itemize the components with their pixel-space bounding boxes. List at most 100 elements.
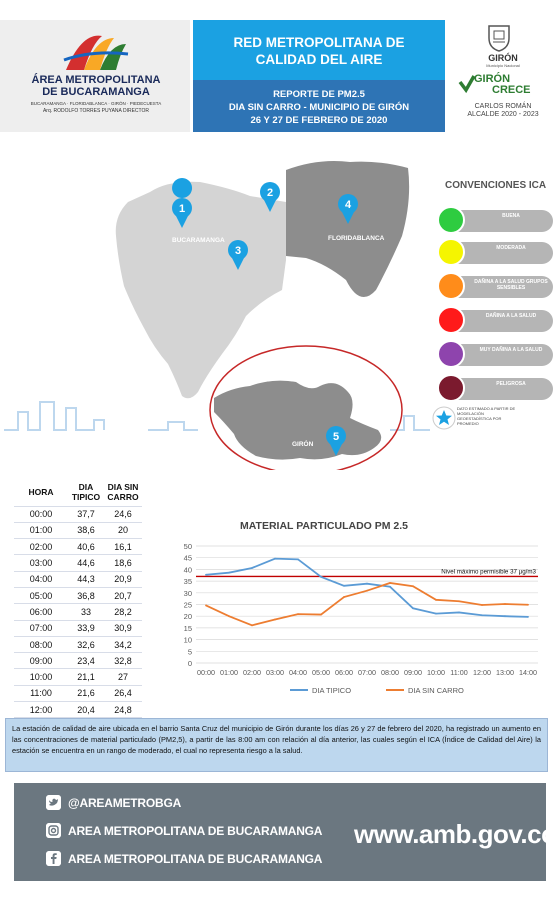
legend-color-dot [437, 306, 465, 334]
star-icon [432, 406, 456, 430]
y-tick-label: 15 [184, 624, 192, 633]
mayor-name: CARLOS ROMÁN [474, 103, 532, 110]
table-cell-nocar: 26,4 [104, 685, 142, 703]
pm25-table: HORA DIA TIPICO DIA SIN CARRO 00:00 37,7 2… [14, 478, 142, 751]
table-row: 12:00 20,4 24,8 [14, 701, 142, 719]
data-point [458, 611, 460, 614]
floridablanca-area [286, 161, 410, 298]
table-cell-hour: 08:00 [14, 636, 68, 654]
data-point [251, 567, 253, 569]
giron-logo-panel: GIRÓN Municipio Nacional GIRÓN CRECE CAR… [448, 20, 558, 132]
y-tick-label: 10 [184, 636, 192, 645]
table-cell-nocar: 30,9 [104, 620, 142, 637]
marker-3-label: 3 [235, 245, 241, 257]
y-tick-label: 50 [184, 542, 192, 551]
header-title-line1: RED METROPOLITANA DE [233, 35, 405, 50]
data-point [274, 557, 276, 560]
marker-5 [326, 426, 346, 456]
giron-subname: Municipio Nacional [486, 63, 520, 68]
table-cell-hour: 02:00 [14, 538, 68, 556]
table-row: 00:00 37,7 24,6 [14, 506, 142, 523]
table-cell-typical: 40,6 [68, 538, 104, 556]
data-point [366, 589, 368, 592]
table-cell-typical: 44,3 [68, 571, 104, 588]
table-cell-hour: 11:00 [14, 685, 68, 703]
data-point [412, 585, 414, 588]
data-point [297, 613, 299, 615]
table-row: 10:00 21,1 27 [14, 668, 142, 686]
table-cell-hour: 06:00 [14, 603, 68, 621]
x-tick-label: 01:00 [220, 668, 238, 677]
table-cell-nocar: 32,8 [104, 652, 142, 670]
marker-3 [228, 240, 248, 270]
website-link[interactable]: www.amb.gov.co [354, 819, 557, 849]
marker-2-label: 2 [267, 187, 273, 199]
x-tick-label: 06:00 [335, 668, 353, 677]
legend-color-dot [437, 206, 465, 234]
legend-star-text: DATO ESTIMADO A PARTIR DE MODELACIÓN GEO… [457, 406, 516, 426]
header-subtitle-panel: REPORTE DE PM2.5 DIA SIN CARRO - MUNICIP… [193, 80, 445, 132]
table-cell-hour: 12:00 [14, 701, 68, 719]
table-cell-nocar: 18,6 [104, 554, 142, 572]
table-header-nocar: DIA SIN CARRO [104, 478, 142, 507]
y-tick-label: 0 [188, 659, 192, 668]
legend-bar [445, 310, 553, 332]
legend-bar [445, 210, 553, 232]
mayor-term: ALCALDE 2020 - 2023 [467, 111, 539, 118]
table-cell-nocar: 20 [104, 522, 142, 540]
data-point [320, 613, 322, 616]
x-tick-label: 03:00 [266, 668, 284, 677]
data-point [228, 615, 230, 618]
logo-director: Arq. RODOLFO TORRES PUYANA DIRECTOR [42, 108, 150, 114]
legend-color-dot [437, 340, 465, 368]
label-floridablanca: FLORIDABLANCA [328, 235, 385, 242]
data-point [366, 582, 368, 585]
logo-municipalities: BUCARAMANGA · FLORIDABLANCA · GIRÓN · PI… [30, 101, 162, 106]
x-tick-label: 08:00 [381, 668, 399, 677]
data-point [527, 603, 529, 606]
legend-bar [445, 378, 553, 400]
data-point [389, 585, 391, 588]
table-cell-typical: 21,1 [68, 668, 104, 686]
subtitle-line2: DIA SIN CARRO - MUNICIPIO DE GIRÓN [228, 102, 410, 113]
data-point [297, 558, 299, 561]
table-cell-typical: 23,4 [68, 652, 104, 670]
header-title-panel: RED METROPOLITANA DE CALIDAD DEL AIRE [193, 20, 445, 80]
amb-logo-icon [63, 35, 129, 70]
table-cell-nocar: 28,2 [104, 603, 142, 621]
marker-1 [172, 178, 193, 228]
table-cell-nocar: 24,8 [104, 701, 142, 719]
data-point [504, 603, 506, 605]
legend-item: BUENA [437, 206, 557, 234]
metro-area-map: 1 2 3 4 5 BUCARAMANGA FLORIDABLANCA GIRÓ… [4, 161, 430, 470]
legend-item: DAÑINA A LA SALUD [437, 306, 557, 334]
table-row: 05:00 36,8 20,7 [14, 587, 142, 605]
legend-title: CONVENCIONES ICA [445, 180, 547, 191]
x-tick-label: 00:00 [197, 668, 215, 677]
data-point [527, 616, 529, 618]
table-cell-hour: 05:00 [14, 587, 68, 605]
data-point [251, 624, 253, 627]
legend-item: MUY DAÑINA A LA SALUD [437, 340, 557, 368]
x-tick-label: 07:00 [358, 668, 376, 677]
y-tick-label: 20 [184, 612, 192, 621]
giron-shield-icon [488, 25, 510, 52]
data-point [228, 571, 230, 574]
x-tick-label: 09:00 [404, 668, 422, 677]
label-bucaramanga: BUCARAMANGA [172, 237, 225, 244]
y-tick-label: 25 [184, 601, 192, 610]
legend-color-dot [437, 238, 465, 266]
logo-title-2: DE BUCARAMANGA [42, 86, 150, 98]
facebook-name: AREA METROPOLITANA DE BUCARAMANGA [68, 852, 323, 866]
table-cell-typical: 44,6 [68, 554, 104, 572]
header-title: RED METROPOLITANA DE CALIDAD DEL AIRE [193, 34, 445, 68]
legend-label: DAÑINA A LA SALUD GRUPOS SENSIBLES [474, 279, 548, 291]
legend-label: MUY DAÑINA A LA SALUD [479, 347, 543, 353]
data-point [343, 596, 345, 598]
table-header-hour: HORA [14, 478, 68, 507]
data-point [481, 604, 483, 606]
table-cell-hour: 09:00 [14, 652, 68, 670]
table-row: 09:00 23,4 32,8 [14, 652, 142, 670]
table-row: 08:00 32,6 34,2 [14, 636, 142, 654]
header-subtitle: REPORTE DE PM2.5 DIA SIN CARRO - MUNICIP… [193, 88, 445, 127]
